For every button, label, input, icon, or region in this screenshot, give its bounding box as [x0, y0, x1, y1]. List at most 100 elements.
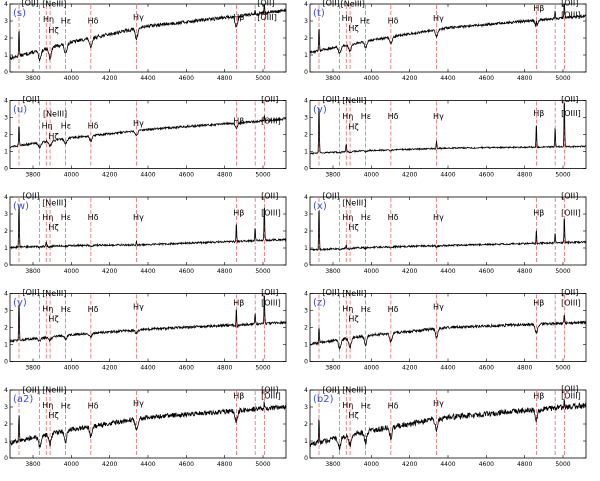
y-tick-label: 4 — [304, 1, 308, 8]
line-label: [NeIII] — [42, 289, 66, 298]
line-label: Hδ — [88, 122, 99, 131]
line-label: Hβ — [533, 209, 544, 218]
y-tick-label: 3 — [4, 308, 8, 315]
y-tick-label: 0 — [304, 166, 308, 173]
x-tick-label: 4400 — [440, 461, 455, 468]
y-tick-label: 4 — [304, 194, 308, 201]
x-tick-label: 4000 — [364, 75, 379, 82]
x-tick-label: 4200 — [402, 268, 417, 275]
panel-letter: (t) — [313, 8, 325, 19]
line-label: [OII] — [22, 192, 39, 201]
x-tick-label: 4600 — [479, 365, 494, 372]
x-tick-label: 3800 — [25, 365, 40, 372]
y-tick-label: 1 — [4, 149, 8, 156]
y-tick-label: 2 — [4, 325, 8, 332]
y-tick-label: 0 — [4, 69, 8, 76]
line-label: Hη — [342, 401, 353, 410]
line-label: Hζ — [348, 122, 358, 131]
x-tick-label: 4400 — [440, 365, 455, 372]
line-label: Hδ — [388, 17, 399, 26]
y-tick-label: 0 — [4, 262, 8, 269]
line-label: [NeIII] — [342, 199, 366, 208]
x-tick-label: 4400 — [140, 365, 155, 372]
x-tick-label: 5000 — [255, 268, 270, 275]
x-tick-label: 5000 — [555, 365, 570, 372]
line-label: Hε — [360, 17, 370, 26]
line-label: Hε — [361, 112, 371, 121]
y-tick-label: 3 — [304, 308, 308, 315]
x-tick-label: 4800 — [217, 461, 232, 468]
y-tick-label: 2 — [304, 228, 308, 235]
panel-x: 3800 4000 4200 4400 4600 4800 500001234(x)[OII… — [304, 192, 587, 275]
line-label: [OII] — [22, 95, 39, 104]
y-tick-label: 3 — [304, 211, 308, 218]
line-label: Hε — [61, 305, 71, 314]
spectrum-line — [309, 314, 587, 351]
spectrum-line — [9, 206, 286, 250]
line-label: Hβ — [533, 298, 544, 307]
line-label: Hγ — [133, 119, 144, 128]
panel-frame — [309, 100, 587, 169]
y-tick-label: 1 — [304, 342, 308, 349]
panel-a2: 3800 4000 4200 4400 4600 4800 500001234(a2)[OI… — [4, 386, 287, 468]
line-label: [OIII] — [261, 298, 281, 307]
line-label: Hε — [61, 17, 71, 26]
line-label: Hζ — [48, 26, 58, 35]
y-tick-label: 4 — [304, 387, 308, 394]
y-tick-label: 2 — [304, 325, 308, 332]
line-label: [OII] — [322, 95, 339, 104]
y-tick-label: 3 — [304, 404, 308, 411]
y-tick-label: 3 — [4, 115, 8, 122]
line-label: Hε — [61, 122, 71, 131]
line-label: Hδ — [388, 213, 399, 222]
spectrum-line — [309, 398, 587, 452]
line-label: Hδ — [88, 402, 99, 411]
line-label: Hζ — [348, 315, 358, 324]
x-tick-label: 5000 — [255, 172, 270, 179]
x-tick-label: 3800 — [25, 461, 40, 468]
line-label: Hη — [342, 213, 353, 222]
y-tick-label: 1 — [304, 245, 308, 252]
panel-letter: (u) — [13, 105, 27, 116]
panel-letter: (y) — [13, 298, 27, 309]
line-label: [OIII] — [561, 209, 581, 218]
y-tick-label: 2 — [4, 35, 8, 42]
line-label: Hη — [43, 15, 54, 24]
spectrum-line — [9, 115, 287, 150]
x-tick-label: 5000 — [255, 461, 270, 468]
panel-t: 3800 4000 4200 4400 4600 4800 500001234(t)[OII… — [304, 0, 587, 82]
line-label: Hγ — [433, 14, 444, 23]
x-tick-label: 4600 — [479, 172, 494, 179]
y-tick-label: 1 — [4, 245, 8, 252]
line-label: Hδ — [388, 112, 399, 121]
y-tick-label: 3 — [4, 404, 8, 411]
x-tick-label: 4200 — [102, 461, 117, 468]
y-tick-label: 4 — [304, 291, 308, 298]
panel-v: 3800 4000 4200 4400 4600 4800 500001234(v)[OII… — [304, 95, 587, 179]
x-tick-label: 3800 — [25, 172, 40, 179]
x-tick-label: 4600 — [179, 461, 194, 468]
panel-letter: (b2) — [313, 394, 334, 405]
y-tick-label: 0 — [304, 69, 308, 76]
x-tick-label: 4000 — [364, 268, 379, 275]
y-tick-label: 0 — [304, 359, 308, 366]
panel-z: 3800 4000 4200 4400 4600 4800 500001234(z)[OII… — [304, 288, 587, 372]
line-label: [NeIII] — [342, 386, 366, 395]
x-tick-label: 5000 — [555, 172, 570, 179]
y-tick-label: 3 — [304, 115, 308, 122]
line-label: Hε — [361, 213, 371, 222]
line-label: Hε — [61, 213, 71, 222]
line-label: Hδ — [88, 305, 99, 314]
line-label: Hβ — [233, 116, 244, 125]
x-tick-label: 4600 — [479, 75, 494, 82]
x-tick-label: 4000 — [64, 461, 79, 468]
y-tick-label: 2 — [4, 228, 8, 235]
line-label: [OIII] — [561, 392, 581, 401]
y-tick-label: 4 — [304, 98, 308, 105]
x-tick-label: 4200 — [402, 365, 417, 372]
x-tick-label: 4800 — [217, 75, 232, 82]
y-tick-label: 0 — [304, 455, 308, 462]
x-tick-label: 4200 — [102, 172, 117, 179]
x-tick-label: 4800 — [517, 268, 532, 275]
